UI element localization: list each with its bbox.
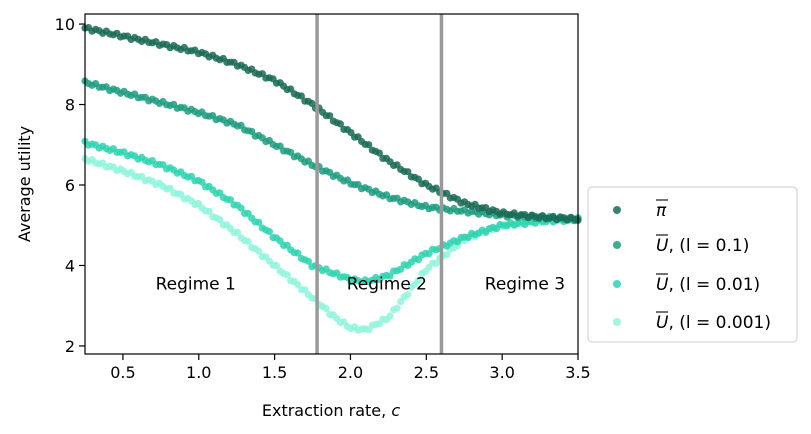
data-point — [386, 312, 394, 320]
legend-label: U, (l = 0.01) — [656, 275, 760, 295]
data-point — [414, 277, 422, 285]
data-point — [205, 207, 213, 215]
data-point — [294, 281, 302, 289]
data-point — [375, 149, 383, 157]
y-tick-label: 6 — [65, 176, 75, 195]
y-tick-label: 2 — [65, 337, 75, 356]
data-point — [283, 271, 291, 279]
legend-label: U, (l = 0.001) — [656, 313, 771, 333]
y-axis-label: Average utility — [15, 126, 34, 242]
y-axis-ticks: 2 4 6 8 10 — [55, 15, 85, 356]
y-tick-label: 4 — [65, 256, 75, 275]
x-tick-label: 2.0 — [338, 363, 363, 382]
regime-labels: Regime 1 Regime 2 Regime 3 — [156, 275, 565, 295]
plot-frame — [84, 13, 579, 355]
data-point — [233, 228, 242, 236]
legend-marker — [613, 280, 621, 288]
legend: π U, (l = 0.1) U, (l = 0.01) U, (l = 0.001) — [587, 186, 798, 343]
data-point — [255, 218, 263, 226]
x-tick-label: 1.5 — [262, 363, 287, 382]
data-point — [386, 272, 394, 280]
data-point — [432, 259, 440, 267]
data-point — [294, 249, 302, 257]
y-tick-label: 10 — [55, 15, 75, 34]
y-tick-label: 8 — [65, 96, 75, 115]
legend-items: π U, (l = 0.1) U, (l = 0.01) U, (l = 0.001) — [613, 199, 771, 333]
legend-label: U, (l = 0.1) — [656, 236, 749, 256]
legend-marker — [613, 318, 621, 326]
regime-boundaries — [315, 14, 444, 354]
data-point — [336, 120, 344, 128]
regime-label: Regime 2 — [347, 275, 427, 295]
data-point — [304, 257, 312, 265]
x-tick-label: 3.0 — [489, 363, 514, 382]
data-point — [365, 141, 373, 149]
data-point — [404, 291, 412, 299]
data-point — [265, 228, 273, 236]
legend-marker — [613, 206, 621, 214]
series-0 — [81, 24, 582, 224]
data-point — [226, 196, 234, 204]
x-tick-label: 3.5 — [565, 363, 590, 382]
data-point — [216, 216, 224, 224]
legend-frame — [587, 186, 798, 343]
x-tick-label: 0.5 — [110, 363, 135, 382]
series-3 — [81, 155, 582, 334]
data-point — [443, 251, 451, 259]
x-tick-label: 1.0 — [186, 363, 211, 382]
plot-area — [81, 24, 582, 334]
x-tick-label: 2.5 — [414, 363, 439, 382]
x-axis-label: Extraction rate, c — [262, 401, 400, 420]
data-point — [326, 112, 334, 120]
regime-label: Regime 3 — [485, 275, 565, 295]
data-point — [393, 304, 401, 312]
data-point — [297, 92, 305, 100]
data-point — [322, 305, 330, 313]
series-1 — [81, 77, 582, 225]
data-point — [404, 168, 412, 176]
legend-marker — [613, 241, 621, 249]
legend-label: π — [656, 201, 667, 221]
data-point — [272, 261, 281, 270]
x-axis-ticks: 0.5 1.0 1.5 2.0 2.5 3.0 3.5 — [110, 354, 591, 382]
data-point — [255, 247, 263, 255]
regime-label: Regime 1 — [156, 275, 236, 295]
data-point — [244, 237, 252, 246]
data-point — [237, 204, 245, 212]
